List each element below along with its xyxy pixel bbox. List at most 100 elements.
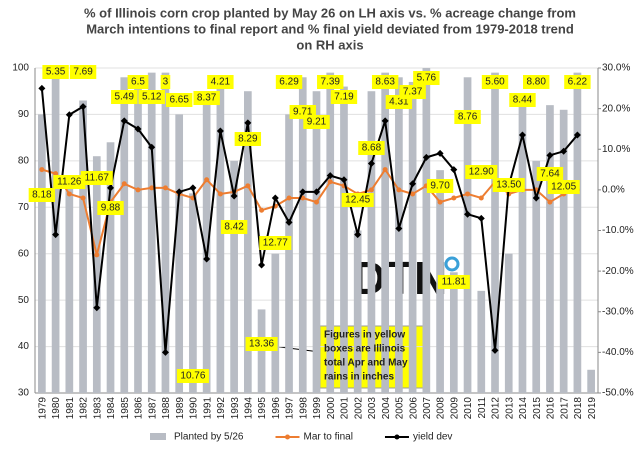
bar <box>106 142 115 393</box>
x-tick-label: 2012 <box>491 397 502 420</box>
marker <box>410 191 416 197</box>
rain-label: 7.19 <box>334 92 354 103</box>
x-tick-label: 2015 <box>532 397 543 420</box>
x-tick-label: 1997 <box>285 397 296 420</box>
y-tick-label: 50 <box>18 295 30 306</box>
rain-box <box>127 75 149 89</box>
rain-box <box>69 65 97 79</box>
marker <box>134 125 142 133</box>
rain-label: 7.64 <box>540 169 560 180</box>
rain-box <box>564 75 591 89</box>
marker <box>258 261 266 269</box>
marker <box>478 195 484 201</box>
x-tick-label: 1988 <box>161 397 172 420</box>
marker <box>203 255 211 263</box>
rain-box <box>437 275 470 289</box>
marker <box>216 127 224 135</box>
bar <box>230 160 238 393</box>
bar <box>120 77 129 394</box>
rain-label: 8.76 <box>458 112 478 123</box>
marker <box>518 131 526 139</box>
bar <box>65 184 74 393</box>
legend-swatch <box>150 433 166 440</box>
marker <box>368 187 374 193</box>
chart-title: March intentions to final report and % f… <box>86 21 574 36</box>
marker <box>107 184 115 192</box>
y-tick-label: 100 <box>12 63 29 74</box>
rain-label: 11.81 <box>442 277 467 288</box>
rain-label: 5.35 <box>46 67 66 78</box>
legend-label: Planted by 5/26 <box>174 432 244 443</box>
rain-label: 6.22 <box>568 77 588 88</box>
marker <box>313 188 320 196</box>
bar <box>559 109 568 394</box>
bar <box>175 114 184 393</box>
y-tick-label: 90 <box>18 109 30 120</box>
marker <box>314 199 319 205</box>
rain-box <box>138 90 165 104</box>
rain-box <box>275 75 303 89</box>
x-tick-label: 1993 <box>230 397 241 420</box>
marker <box>93 304 101 312</box>
rain-label: 6.5 <box>131 77 145 88</box>
x-tick-label: 2016 <box>546 397 557 420</box>
rain-label: 8.44 <box>513 95 533 106</box>
bar <box>477 290 486 393</box>
bar <box>381 72 390 394</box>
rain-box <box>358 141 385 155</box>
marker <box>367 159 375 167</box>
bar <box>189 193 197 393</box>
marker <box>396 187 402 193</box>
marker <box>65 111 73 119</box>
rain-label: 10.76 <box>180 371 205 382</box>
marker <box>285 218 293 226</box>
rain-label: 5.60 <box>485 77 505 88</box>
bar <box>395 77 403 394</box>
marker <box>326 172 334 180</box>
x-tick-label: 1981 <box>65 397 76 420</box>
x-tick-label: 1996 <box>271 397 282 420</box>
bar <box>79 100 87 393</box>
marker <box>546 151 554 159</box>
marker <box>573 131 581 139</box>
x-tick-label: 2008 <box>436 397 447 420</box>
rain-box <box>28 188 56 202</box>
rain-label: 12.45 <box>345 195 370 206</box>
marker <box>395 224 403 232</box>
bar <box>134 77 142 394</box>
marker <box>422 153 430 161</box>
x-tick-label: 2004 <box>381 397 392 420</box>
line <box>41 167 578 256</box>
bar <box>340 86 348 394</box>
bar <box>161 72 170 394</box>
note-text: boxes are Illinois <box>324 344 406 355</box>
y-tick-label: 60 <box>18 248 30 259</box>
marker <box>189 184 197 192</box>
bar <box>422 68 431 393</box>
rain-label: 8.68 <box>362 143 382 154</box>
x-tick-label: 1995 <box>257 397 268 420</box>
rain-label: 11.67 <box>85 173 110 184</box>
bar <box>298 77 307 394</box>
bar <box>38 114 46 393</box>
x-tick-label: 1990 <box>189 397 200 420</box>
rain-box <box>303 115 330 129</box>
marker <box>382 167 388 173</box>
marker <box>464 210 472 218</box>
marker <box>491 346 499 354</box>
marker <box>175 188 183 196</box>
rain-box <box>111 90 138 104</box>
x-tick-label: 2007 <box>422 397 433 420</box>
rain-label: 11.26 <box>57 177 82 188</box>
marker <box>80 195 86 201</box>
marker <box>451 195 457 201</box>
rain-label: 8.80 <box>526 77 546 88</box>
y2-tick-label: 30.0% <box>602 63 630 74</box>
x-tick-label: 2002 <box>353 397 364 420</box>
rain-box <box>523 75 550 89</box>
bar <box>367 91 376 393</box>
chart-title: on RH axis <box>296 37 363 52</box>
x-tick-label: 2001 <box>340 397 351 420</box>
bar <box>449 272 458 393</box>
marker <box>547 199 553 205</box>
